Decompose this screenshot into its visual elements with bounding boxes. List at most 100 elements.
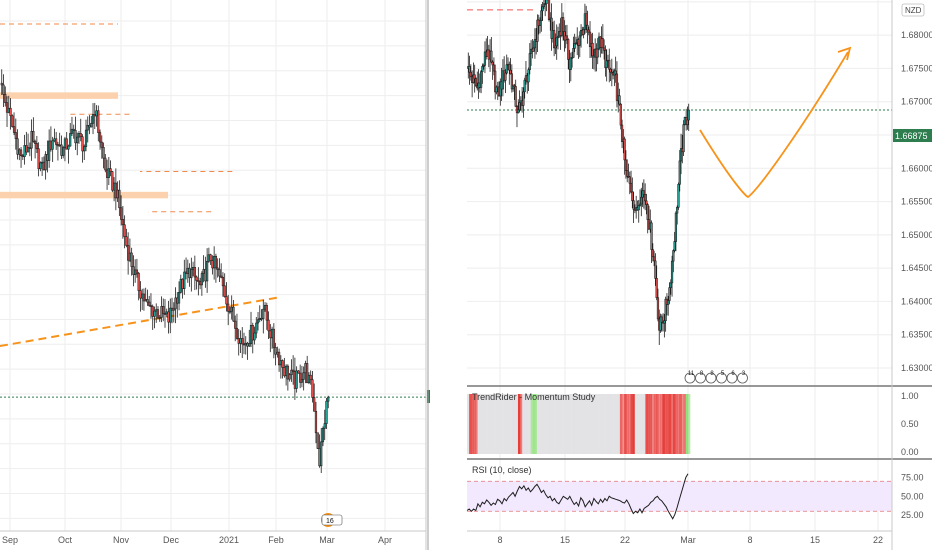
candle-body bbox=[77, 133, 81, 138]
momentum-bar bbox=[600, 394, 604, 454]
candle-body bbox=[491, 61, 494, 66]
candle-body bbox=[149, 305, 153, 307]
currency-button[interactable]: NZD bbox=[901, 3, 925, 17]
momentum-bar bbox=[560, 394, 563, 454]
momentum-bar bbox=[602, 394, 606, 454]
candle-body bbox=[620, 124, 624, 142]
candle-body bbox=[84, 129, 88, 147]
candle-body bbox=[70, 128, 74, 134]
candle-body bbox=[638, 203, 642, 206]
candle-body bbox=[19, 149, 23, 157]
candle-body bbox=[104, 157, 107, 171]
left-chart-background bbox=[0, 0, 426, 550]
candle-body bbox=[197, 280, 200, 283]
candle-body bbox=[225, 296, 228, 305]
left-chart-panel[interactable]: 1.620001.630001.640001.650001.660001.670… bbox=[0, 0, 469, 550]
candle-body bbox=[39, 162, 42, 170]
momentum-bar bbox=[588, 394, 591, 454]
momentum-bar bbox=[617, 394, 621, 454]
candle-body bbox=[100, 141, 103, 148]
candle-body bbox=[562, 17, 565, 32]
price-tick-label: 1.65000 bbox=[901, 230, 932, 240]
candle-body bbox=[604, 49, 607, 68]
candle-body bbox=[492, 64, 496, 72]
candle-body bbox=[483, 51, 487, 66]
event-badges[interactable]: 11 8 8 5 6 3 bbox=[684, 371, 748, 384]
candle-body bbox=[323, 423, 326, 429]
candle-body bbox=[21, 155, 24, 158]
candle-body bbox=[265, 305, 268, 321]
momentum-bar bbox=[583, 394, 587, 454]
momentum-bar bbox=[581, 394, 585, 454]
candle-body bbox=[626, 170, 629, 177]
candle-body bbox=[165, 311, 168, 315]
candle-body bbox=[5, 102, 9, 113]
momentum-bar bbox=[664, 394, 667, 454]
momentum-bar bbox=[554, 394, 557, 454]
candle-body bbox=[629, 182, 633, 193]
momentum-bar bbox=[549, 394, 553, 454]
candle-body bbox=[207, 254, 210, 262]
time-tick-label: Nov bbox=[113, 535, 130, 545]
candle-body bbox=[678, 160, 681, 185]
momentum-bar bbox=[541, 394, 544, 454]
momentum-bar bbox=[577, 394, 580, 454]
projection-path[interactable] bbox=[699, 51, 849, 199]
left-corner-badge[interactable]: 16 bbox=[321, 513, 343, 527]
momentum-bar bbox=[619, 394, 623, 454]
left-time-axis[interactable]: Sep Oct Nov Dec 2021 Feb Mar Apr bbox=[2, 535, 392, 545]
candle-body bbox=[25, 145, 28, 153]
candle-body bbox=[156, 309, 160, 319]
momentum-bar bbox=[630, 394, 633, 454]
currency-button-frame bbox=[901, 3, 925, 17]
candle-body bbox=[128, 252, 131, 261]
candle-body bbox=[67, 145, 70, 150]
left-candles bbox=[0, 69, 330, 474]
momentum-bar bbox=[528, 394, 532, 454]
candle-body bbox=[522, 91, 525, 106]
candle-body bbox=[221, 277, 225, 287]
candle-body bbox=[596, 48, 599, 58]
time-tick-label: 15 bbox=[810, 535, 820, 545]
candle-body bbox=[202, 269, 205, 274]
candle-body bbox=[632, 200, 635, 210]
momentum-bar bbox=[666, 394, 670, 454]
momentum-bar bbox=[530, 394, 534, 454]
candle-body bbox=[107, 168, 110, 178]
candle-body bbox=[673, 241, 676, 251]
candle-body bbox=[195, 276, 198, 281]
candle-body bbox=[220, 275, 223, 278]
momentum-bar bbox=[639, 394, 642, 454]
candle-body bbox=[603, 47, 606, 51]
momentum-bar bbox=[477, 394, 481, 454]
candle-body bbox=[214, 255, 218, 269]
momentum-bar bbox=[505, 394, 508, 454]
candle-body bbox=[306, 363, 309, 384]
momentum-bar bbox=[532, 394, 536, 454]
event-badge-count: 8 bbox=[700, 371, 704, 377]
right-time-axis[interactable]: 8 15 22 Mar 8 15 22 bbox=[497, 535, 883, 545]
momentum-bar bbox=[513, 394, 517, 454]
candle-body bbox=[555, 37, 558, 47]
candle-body bbox=[553, 30, 556, 49]
momentum-bar bbox=[590, 394, 593, 454]
momentum-bar bbox=[679, 394, 682, 454]
candle-body bbox=[206, 260, 209, 282]
candle-body bbox=[518, 102, 521, 111]
momentum-bar bbox=[498, 394, 502, 454]
candle-body bbox=[320, 441, 323, 467]
momentum-bar bbox=[534, 394, 538, 454]
right-chart-panel[interactable]: 11 8 8 5 6 3 TrendRider - Momentum Study RSI … bbox=[427, 0, 932, 550]
candle-body bbox=[55, 138, 58, 145]
momentum-bar bbox=[469, 394, 472, 454]
candle-body bbox=[307, 374, 311, 384]
candle-body bbox=[570, 57, 574, 59]
momentum-bar bbox=[483, 394, 487, 454]
candle-body bbox=[536, 19, 539, 42]
candle-body bbox=[679, 148, 683, 162]
price-tick-label: 1.66000 bbox=[901, 163, 932, 173]
time-tick-label: Sep bbox=[2, 535, 18, 545]
momentum-bar bbox=[473, 394, 476, 454]
candle-body bbox=[239, 338, 242, 344]
candle-body bbox=[148, 301, 151, 306]
